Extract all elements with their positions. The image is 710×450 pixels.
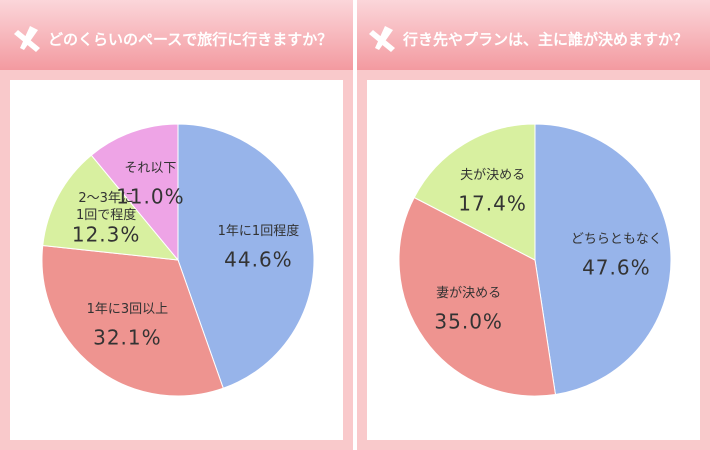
chart-title: 行き先やプランは、主に誰が決めますか？ [402, 31, 688, 49]
plane-icon [369, 26, 395, 52]
value-label: 17.4% [458, 191, 527, 216]
chart-title: どのくらいのペースで旅行に行きますか？ [48, 31, 332, 49]
header-band [0, 0, 353, 70]
value-label: 47.6% [582, 255, 651, 280]
header-band [357, 0, 710, 70]
slice-label: 1年に3回以上 [86, 301, 169, 317]
slice-label: 夫が決める [460, 168, 526, 184]
slice-label: どちらともなく [570, 231, 662, 247]
slice-label: 2～3年に 1回で程度 [75, 191, 137, 223]
value-label: 11.0% [116, 184, 185, 209]
pie-slice [42, 154, 180, 261]
pie-slice [413, 123, 536, 261]
slice-label: 妻が決める [436, 285, 502, 301]
slice-label: 1年に1回程度 [217, 224, 300, 240]
slice-label: それ以下 [124, 161, 177, 177]
pie-slice [90, 123, 179, 262]
value-label: 44.6% [224, 247, 293, 272]
pie-slice [177, 123, 315, 389]
plane-icon [14, 26, 40, 52]
value-label: 12.3% [71, 222, 141, 247]
value-label: 35.0% [434, 309, 503, 334]
pie-slice [534, 123, 672, 396]
pie-slice [398, 196, 557, 397]
value-label: 32.1% [93, 325, 162, 350]
pie-slice [41, 244, 224, 397]
